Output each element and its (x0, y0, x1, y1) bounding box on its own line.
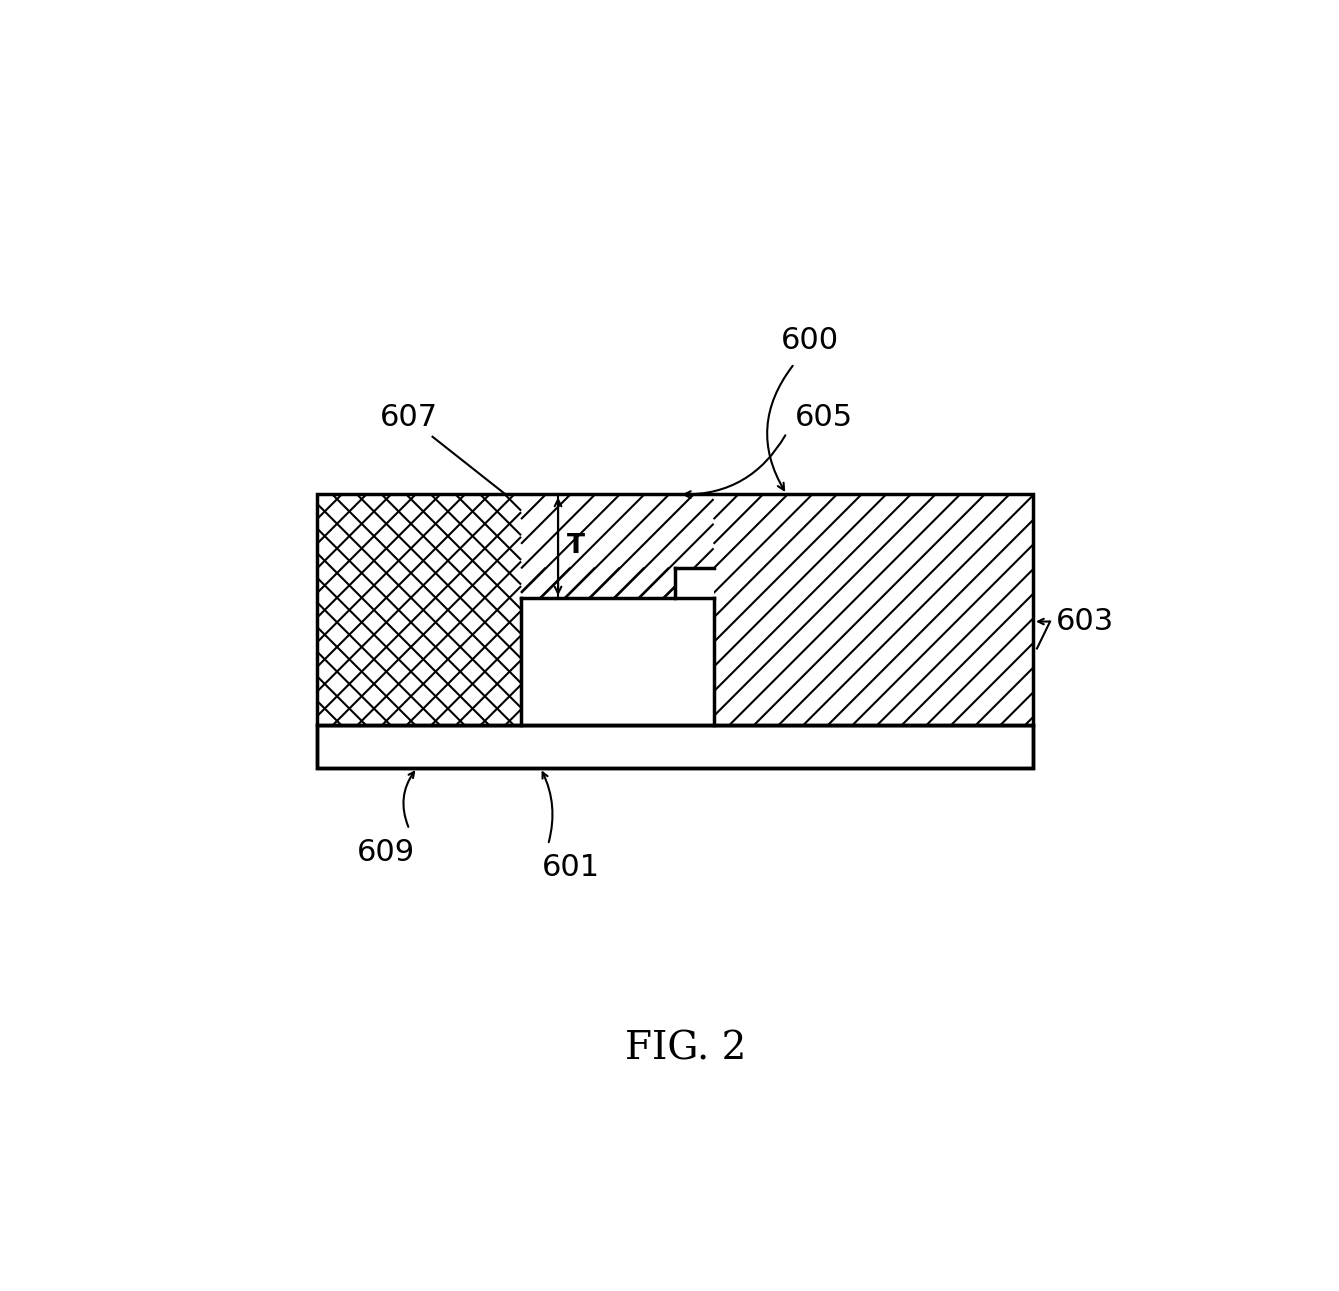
Bar (521, 599, 714, 726)
Text: 600: 600 (781, 327, 840, 355)
Bar (675, 568, 714, 599)
Text: 603: 603 (1056, 607, 1114, 636)
Text: T: T (568, 533, 585, 559)
Text: FIG. 2: FIG. 2 (625, 1030, 747, 1068)
Bar (317, 726, 1034, 768)
Text: 605: 605 (794, 403, 853, 432)
Text: 607: 607 (380, 403, 438, 432)
Text: 601: 601 (542, 853, 600, 883)
Bar (317, 494, 1034, 726)
Bar (317, 726, 1034, 768)
Bar (317, 494, 1034, 726)
Text: 609: 609 (358, 838, 415, 868)
